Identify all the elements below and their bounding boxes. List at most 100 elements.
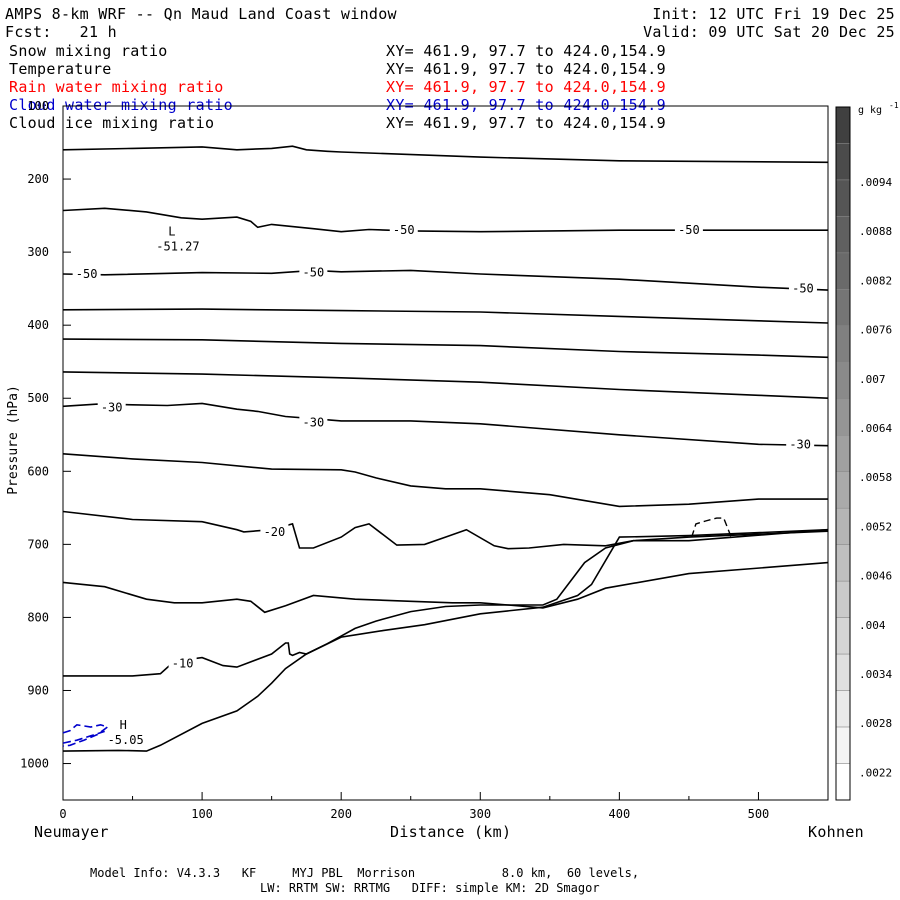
contour-label-bg: [72, 266, 101, 281]
contour-label: -30: [101, 401, 123, 415]
contour-label: -50: [393, 223, 415, 237]
extremum-symbol: H: [120, 718, 127, 732]
contour-label: -30: [303, 415, 325, 429]
contour-label: -50: [76, 267, 98, 281]
colorbar-swatch: [835, 289, 851, 327]
colorbar-swatch: [835, 763, 851, 801]
forecast-hour: Fcst: 21 h: [5, 23, 117, 41]
colorbar-label: .0022: [859, 766, 892, 779]
model-info-line2: LW: RRTM SW: RRTMG DIFF: simple KM: 2D S…: [260, 881, 600, 895]
colorbar-swatch: [835, 398, 851, 436]
temperature-contour: [62, 338, 829, 359]
colorbar-swatch: [835, 325, 851, 363]
plot-frame: [62, 105, 829, 801]
colorbar-frame: [835, 106, 851, 801]
temperature-contour: [62, 453, 828, 508]
x-tick-label: 200: [330, 807, 352, 821]
snow-mixing-ratio-contour: [691, 517, 732, 538]
colorbar-swatch: [835, 252, 851, 290]
colorbar-unit: g kg: [858, 105, 882, 116]
y-tick-label: 900: [27, 683, 49, 697]
colorbar-swatch: [835, 726, 851, 764]
temperature-contour: [62, 402, 829, 447]
left-station-label: Neumayer: [34, 823, 109, 841]
colorbar-label: .0034: [859, 668, 892, 681]
right-station-label: Kohnen: [808, 823, 864, 841]
init-time: Init: 12 UTC Fri 19 Dec 25: [652, 5, 895, 23]
contour-label-bg: [786, 436, 815, 451]
temperature-contour: [62, 308, 829, 324]
colorbar-swatch: [835, 143, 851, 181]
colorbar-swatch: [835, 216, 851, 254]
contour-label-bg: [389, 222, 418, 237]
colorbar-label: .0076: [859, 324, 892, 337]
contour-label-bg: [788, 280, 817, 295]
contour-label-bg: [299, 414, 328, 429]
colorbar-swatch: [835, 435, 851, 472]
colorbar-label: .0028: [859, 717, 892, 730]
chart-title: AMPS 8-km WRF -- Qn Maud Land Coast wind…: [5, 5, 397, 23]
cloud-water-contour: [62, 723, 110, 747]
temperature-contour: [62, 371, 829, 399]
colorbar-label: .0088: [859, 225, 892, 238]
contour-label: -20: [264, 525, 286, 539]
contour-label-bg: [260, 523, 289, 538]
legend-field-xy: XY= 461.9, 97.7 to 424.0,154.9: [386, 60, 666, 78]
legend-field-xy: XY= 461.9, 97.7 to 424.0,154.9: [386, 114, 666, 132]
legend-field-xy: XY= 461.9, 97.7 to 424.0,154.9: [386, 96, 666, 114]
y-tick-label: 500: [27, 391, 49, 405]
colorbar-unit-exponent: -1: [889, 101, 899, 110]
y-tick-label: 800: [27, 610, 49, 624]
colorbar-swatch: [835, 179, 851, 217]
temperature-contour: [62, 207, 828, 233]
temperature-contour: [62, 510, 829, 550]
contour-label-bg: [97, 399, 126, 414]
extremum-symbol: L: [168, 225, 175, 239]
colorbar-swatch: [835, 580, 851, 618]
colorbar-label: .0064: [859, 422, 892, 435]
y-axis-label: Pressure (hPa): [6, 385, 21, 495]
legend-field-xy: XY= 461.9, 97.7 to 424.0,154.9: [386, 42, 666, 60]
x-tick-label: 0: [59, 807, 66, 821]
colorbar-label: .0082: [859, 274, 892, 287]
contour-label: -30: [789, 437, 811, 451]
x-axis-label: Distance (km): [390, 823, 512, 841]
legend-field-name: Rain water mixing ratio: [9, 78, 224, 96]
extremum-value: -51.27: [156, 240, 199, 254]
contour-label: -50: [303, 266, 325, 280]
colorbar-label: .0094: [859, 176, 892, 189]
colorbar-swatch: [835, 544, 851, 582]
temperature-contour: [62, 269, 829, 291]
y-tick-label: 700: [27, 537, 49, 551]
y-tick-label: 100: [27, 99, 49, 113]
x-tick-label: 300: [469, 807, 491, 821]
y-tick-label: 400: [27, 318, 49, 332]
legend-field-xy: XY= 461.9, 97.7 to 424.0,154.9: [386, 78, 666, 96]
temperature-contour: [62, 561, 829, 614]
colorbar-swatch: [835, 690, 851, 728]
y-tick-label: 200: [27, 172, 49, 186]
colorbar-swatch: [835, 653, 851, 691]
legend-field-name: Temperature: [9, 60, 112, 78]
colorbar-swatch: [835, 106, 851, 144]
colorbar-label: .0058: [859, 471, 892, 484]
cloud-water-contour: [62, 730, 105, 744]
colorbar-swatch: [835, 617, 851, 655]
temperature-contour: [62, 528, 829, 752]
contour-label-bg: [168, 655, 197, 670]
colorbar-swatch: [835, 471, 851, 509]
contour-label: -10: [172, 656, 194, 670]
legend-field-name: Cloud water mixing ratio: [9, 96, 233, 114]
valid-time: Valid: 09 UTC Sat 20 Dec 25: [643, 23, 895, 41]
extremum-value: -5.05: [108, 733, 144, 747]
y-tick-label: 600: [27, 464, 49, 478]
y-tick-label: 1000: [20, 757, 49, 771]
colorbar-label: .007: [859, 373, 886, 386]
colorbar-label: .004: [859, 619, 886, 632]
x-tick-label: 100: [191, 807, 213, 821]
colorbar-swatch: [835, 362, 851, 400]
colorbar-label: .0046: [859, 570, 892, 583]
x-tick-label: 400: [609, 807, 631, 821]
contour-label-bg: [674, 222, 703, 237]
